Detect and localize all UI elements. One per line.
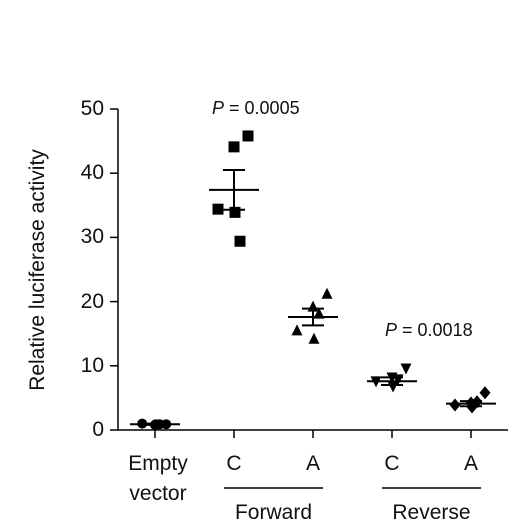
error-bar bbox=[144, 422, 166, 426]
point bbox=[212, 203, 224, 215]
y-axis-label: Relative luciferase activity bbox=[26, 149, 49, 391]
error-bar bbox=[381, 376, 403, 387]
x-tick-label: C bbox=[226, 452, 242, 475]
point bbox=[234, 235, 246, 247]
error-bar bbox=[223, 168, 245, 211]
point bbox=[228, 141, 240, 153]
y-tick-label: 30 bbox=[80, 225, 104, 249]
error-bar bbox=[302, 307, 324, 327]
x-tick-label: Empty vector bbox=[128, 452, 188, 505]
y-tick-label: 10 bbox=[80, 353, 104, 377]
x-tick-label: A bbox=[305, 452, 320, 475]
annotation: P = 0.0018 bbox=[385, 320, 473, 340]
y-tick-label: 50 bbox=[80, 97, 104, 120]
point bbox=[321, 287, 333, 299]
point bbox=[449, 398, 461, 412]
point bbox=[242, 130, 254, 142]
group-label: Reverse bbox=[392, 501, 471, 524]
group-label: Forward bbox=[234, 501, 313, 524]
point bbox=[400, 363, 412, 375]
y-tick-label: 20 bbox=[80, 289, 104, 313]
point bbox=[313, 307, 325, 319]
point bbox=[308, 332, 320, 344]
point bbox=[229, 206, 241, 218]
y-tick-label: 0 bbox=[92, 418, 104, 441]
x-tick-label: C bbox=[384, 452, 400, 475]
y-tick-label: 40 bbox=[80, 161, 104, 185]
error-bar bbox=[460, 400, 482, 408]
point bbox=[291, 324, 303, 336]
point bbox=[479, 386, 491, 400]
annotation: P = 0.0005 bbox=[212, 98, 300, 118]
x-tick-label: A bbox=[463, 452, 478, 475]
